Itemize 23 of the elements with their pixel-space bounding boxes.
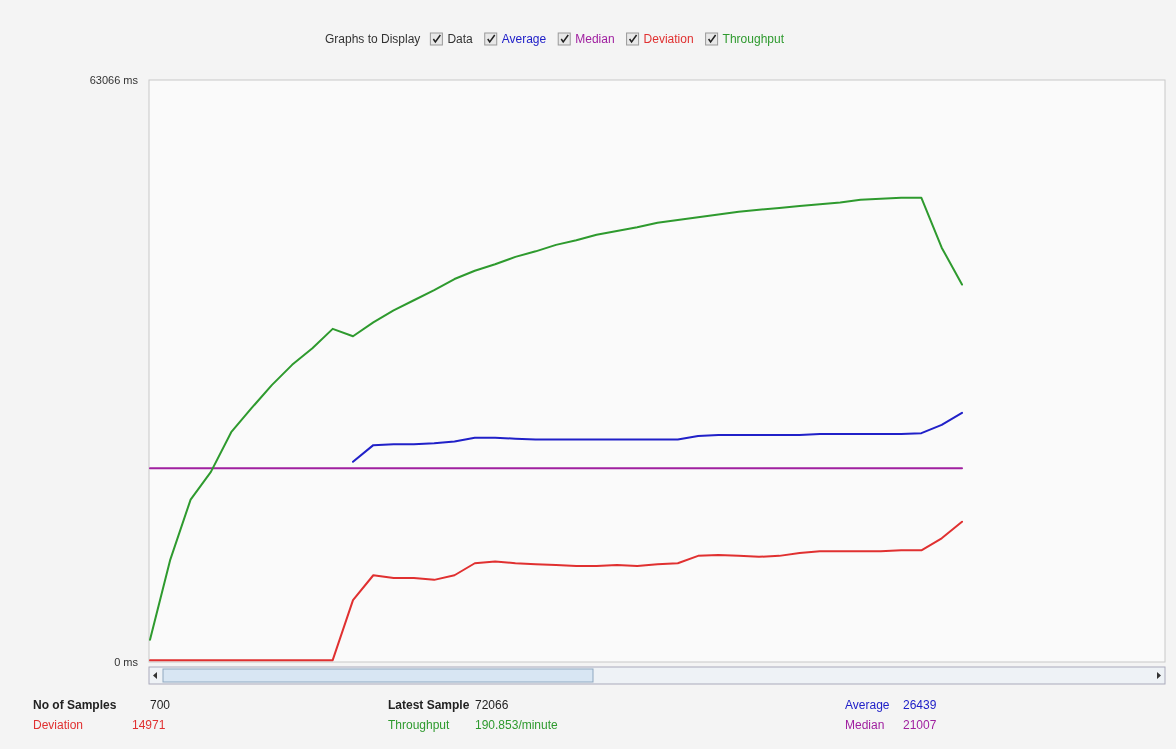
text: 190.853/minute xyxy=(475,718,559,732)
text: 72066 xyxy=(475,698,509,712)
text: No of Samples xyxy=(33,698,117,712)
text: Average xyxy=(501,32,547,46)
y-tick-label: 63066 ms xyxy=(89,73,139,86)
text: 21007 xyxy=(903,718,937,732)
text: Average xyxy=(845,698,890,712)
text: Deviation xyxy=(643,32,694,46)
line-series xyxy=(149,520,963,662)
text: Latest Sample xyxy=(388,698,470,712)
text: Deviation xyxy=(33,718,84,732)
line-series xyxy=(352,411,963,463)
text: Throughput xyxy=(722,32,785,46)
text: Throughput xyxy=(388,718,451,732)
text: 14971 xyxy=(132,718,166,732)
text: Median xyxy=(575,32,615,46)
legend-title: Graphs to Display xyxy=(325,32,421,46)
text: Data xyxy=(447,32,474,46)
y-tick-label: 0 ms xyxy=(114,655,139,668)
line-series xyxy=(149,196,963,641)
text: 26439 xyxy=(903,698,937,712)
text: Median xyxy=(845,718,885,732)
text: 700 xyxy=(150,698,171,712)
